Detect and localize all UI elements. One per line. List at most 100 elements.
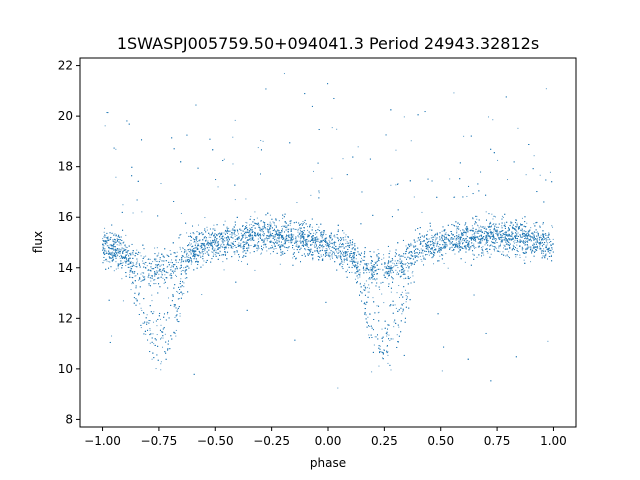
data-point (540, 250, 542, 252)
data-point (160, 363, 162, 365)
data-point (195, 246, 197, 248)
data-point (157, 270, 159, 272)
data-point (335, 247, 337, 249)
data-point (435, 249, 437, 251)
data-point (449, 241, 451, 243)
data-point (232, 136, 234, 138)
data-point (131, 283, 133, 285)
data-point (431, 244, 433, 246)
data-point (182, 247, 184, 249)
data-point (331, 127, 333, 129)
data-point (162, 337, 164, 339)
data-point (464, 223, 466, 225)
data-point (395, 307, 397, 309)
data-point (547, 340, 549, 342)
data-point (226, 226, 228, 228)
data-point (343, 244, 345, 246)
data-point (443, 236, 445, 238)
data-point (304, 243, 306, 245)
data-point (309, 233, 311, 235)
data-point (265, 228, 267, 230)
data-point (116, 238, 118, 240)
data-point (249, 231, 251, 233)
data-point (200, 245, 202, 247)
data-point (121, 249, 123, 251)
data-point (539, 225, 541, 227)
data-point (232, 247, 234, 249)
data-point (115, 268, 117, 270)
data-point (530, 261, 532, 263)
data-point (393, 263, 395, 265)
data-point (490, 226, 492, 228)
data-point (412, 245, 414, 247)
data-point (115, 261, 117, 263)
data-point (277, 230, 279, 232)
data-point (345, 242, 347, 244)
data-point (177, 291, 179, 293)
data-point (131, 276, 133, 278)
data-point (231, 229, 233, 231)
data-point (501, 225, 503, 227)
data-point (533, 235, 535, 237)
data-point (548, 238, 550, 240)
data-point (489, 221, 491, 223)
data-point (321, 246, 323, 248)
data-point (399, 256, 401, 258)
data-point (130, 266, 132, 268)
data-point (456, 231, 458, 233)
data-point (146, 265, 148, 267)
data-point (351, 259, 353, 261)
data-point (326, 248, 328, 250)
data-point (238, 259, 240, 261)
data-point (457, 238, 459, 240)
data-point (214, 236, 216, 238)
data-point (352, 241, 354, 243)
data-point (481, 246, 483, 248)
data-point (118, 264, 120, 266)
data-point (259, 236, 261, 238)
data-point (290, 222, 292, 224)
data-point (452, 250, 454, 252)
data-point (109, 244, 111, 246)
data-point (206, 241, 208, 243)
data-point (540, 237, 542, 239)
data-point (485, 211, 487, 213)
data-point (527, 232, 529, 234)
data-point (370, 270, 372, 272)
data-point (311, 254, 313, 256)
data-point (204, 217, 206, 219)
data-point (464, 261, 466, 263)
data-point (226, 227, 228, 229)
data-point (252, 235, 254, 237)
data-point (495, 231, 497, 233)
data-point (394, 251, 396, 253)
data-point (221, 254, 223, 256)
data-point (113, 254, 115, 256)
data-point (476, 232, 478, 234)
data-point (493, 231, 495, 233)
data-point (290, 233, 292, 235)
data-point (474, 235, 476, 237)
data-point (475, 238, 477, 240)
data-point (390, 369, 392, 371)
data-point (362, 259, 364, 261)
data-point (190, 263, 192, 265)
data-point (299, 227, 301, 229)
data-point (363, 289, 365, 291)
data-point (331, 251, 333, 253)
data-point (516, 225, 518, 227)
data-point (503, 244, 505, 246)
data-point (333, 242, 335, 244)
data-point (318, 238, 320, 240)
data-point (262, 140, 264, 142)
data-point (130, 252, 132, 254)
data-point (144, 263, 146, 265)
data-point (142, 262, 144, 264)
data-point (130, 269, 132, 271)
data-point (456, 245, 458, 247)
data-point (542, 223, 544, 225)
data-point (403, 278, 405, 280)
data-point (471, 234, 473, 236)
data-point (214, 233, 216, 235)
data-point (395, 184, 397, 186)
